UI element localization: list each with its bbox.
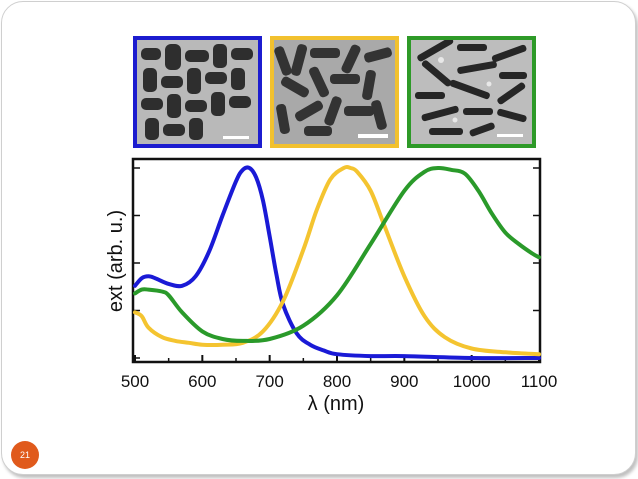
y-axis-title: ext (arb. u.) (105, 210, 127, 312)
x-tick-label-500: 500 (121, 372, 149, 391)
series-line-green (133, 165, 541, 343)
series-line-yellow (133, 165, 541, 357)
page-number-badge: 21 (11, 441, 39, 469)
tem-image-long-rods (411, 40, 532, 144)
tem-image-medium-rods (274, 40, 395, 144)
x-tick-label-1100: 1100 (521, 372, 558, 391)
x-axis-title: λ (nm) (308, 393, 365, 415)
tem-panel-long-rods (407, 36, 536, 148)
x-tick-label-1000: 1000 (453, 372, 491, 391)
y-axis-ticks (133, 167, 540, 359)
tem-panel-short-rods (133, 36, 262, 148)
series-line-blue (133, 165, 541, 361)
x-tick-label-800: 800 (323, 372, 351, 391)
tem-panel-medium-rods (270, 36, 399, 148)
x-tick-label-600: 600 (188, 372, 216, 391)
x-tick-label-700: 700 (255, 372, 283, 391)
tem-image-short-rods (137, 40, 258, 144)
x-tick-labels: 500 600 700 800 900 1000 1100 (121, 372, 557, 391)
x-tick-label-900: 900 (390, 372, 418, 391)
series-layer (133, 165, 541, 361)
